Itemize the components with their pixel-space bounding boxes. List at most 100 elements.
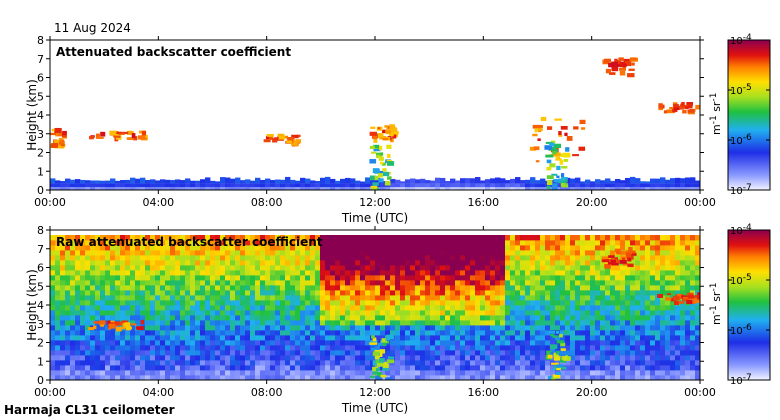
- heatmap-cell: [475, 290, 481, 296]
- heatmap-cell: [340, 183, 346, 188]
- heatmap-cell: [175, 315, 181, 321]
- heatmap-cell: [150, 360, 156, 366]
- heatmap-cell: [215, 235, 221, 241]
- heatmap-cell: [620, 290, 626, 296]
- heatmap-cell: [310, 285, 316, 291]
- heatmap-cell: [635, 250, 641, 256]
- heatmap-cell: [410, 370, 416, 376]
- heatmap-cell: [610, 345, 616, 351]
- heatmap-cell: [440, 360, 446, 366]
- heatmap-cell: [355, 360, 361, 366]
- heatmap-cell: [65, 340, 71, 346]
- heatmap-cell: [575, 320, 581, 326]
- heatmap-cell: [140, 285, 146, 291]
- feature-cloud-layer: [98, 320, 106, 325]
- heatmap-cell: [205, 375, 211, 380]
- heatmap-cell: [120, 180, 126, 184]
- feature-high-cloud: [658, 107, 664, 111]
- heatmap-cell: [275, 335, 281, 341]
- heatmap-cell: [100, 360, 106, 366]
- heatmap-cell: [65, 305, 71, 311]
- heatmap-cell: [455, 187, 461, 190]
- heatmap-cell: [405, 245, 411, 251]
- heatmap-cell: [70, 183, 76, 188]
- heatmap-cell: [530, 260, 536, 266]
- heatmap-cell: [340, 295, 346, 301]
- heatmap-cell: [85, 255, 91, 261]
- heatmap-cell: [50, 315, 56, 321]
- heatmap-cell: [50, 285, 56, 291]
- heatmap-cell: [360, 355, 366, 361]
- heatmap-cell: [655, 375, 661, 380]
- heatmap-cell: [495, 365, 501, 371]
- heatmap-cell: [265, 235, 271, 241]
- heatmap-cell: [695, 280, 700, 286]
- heatmap-cell: [405, 240, 411, 246]
- heatmap-cell: [470, 178, 476, 184]
- heatmap-cell: [50, 275, 56, 281]
- heatmap-cell: [535, 370, 541, 376]
- heatmap-cell: [175, 320, 181, 326]
- heatmap-cell: [460, 187, 466, 190]
- heatmap-cell: [610, 250, 616, 256]
- heatmap-cell: [380, 335, 386, 341]
- heatmap-cell: [120, 250, 126, 256]
- heatmap-cell: [430, 245, 436, 251]
- heatmap-cell: [235, 260, 241, 266]
- heatmap-cell: [265, 265, 271, 271]
- heatmap-cell: [235, 325, 241, 331]
- heatmap-cell: [70, 280, 76, 286]
- heatmap-cell: [175, 275, 181, 281]
- feature-cloud-layer: [126, 137, 134, 140]
- feature-cloud-layer: [95, 133, 100, 139]
- heatmap-cell: [530, 375, 536, 380]
- y-tick-label: 3: [37, 318, 44, 331]
- heatmap-cell: [385, 350, 391, 356]
- heatmap-cell: [100, 285, 106, 291]
- heatmap-cell: [200, 275, 206, 281]
- heatmap-cell: [305, 280, 311, 286]
- heatmap-cell: [60, 265, 66, 271]
- heatmap-cell: [110, 235, 116, 241]
- heatmap-cell: [495, 345, 501, 351]
- heatmap-cell: [450, 240, 456, 246]
- heatmap-cell: [675, 360, 681, 366]
- heatmap-cell: [605, 285, 611, 291]
- heatmap-cell: [415, 265, 421, 271]
- heatmap-cell: [240, 285, 246, 291]
- heatmap-cell: [400, 255, 406, 261]
- heatmap-cell: [200, 290, 206, 296]
- heatmap-cell: [430, 260, 436, 266]
- heatmap-cell: [85, 340, 91, 346]
- heatmap-cell: [205, 235, 211, 241]
- heatmap-cell: [330, 260, 336, 266]
- heatmap-cell: [180, 325, 186, 331]
- heatmap-cell: [485, 325, 491, 331]
- heatmap-cell: [580, 315, 586, 321]
- heatmap-cell: [335, 340, 341, 346]
- heatmap-cell: [505, 280, 511, 286]
- heatmap-cell: [260, 179, 266, 184]
- heatmap-cell: [165, 330, 171, 336]
- heatmap-cell: [550, 370, 556, 376]
- heatmap-cell: [330, 275, 336, 281]
- heatmap-cell: [80, 265, 86, 271]
- heatmap-cell: [285, 360, 291, 366]
- heatmap-cell: [660, 325, 666, 331]
- heatmap-cell: [640, 255, 646, 261]
- heatmap-cell: [415, 355, 421, 361]
- heatmap-cell: [380, 290, 386, 296]
- heatmap-cell: [375, 235, 381, 241]
- heatmap-cell: [380, 235, 386, 241]
- heatmap-cell: [315, 265, 321, 271]
- heatmap-cell: [460, 290, 466, 296]
- heatmap-cell: [515, 245, 521, 251]
- heatmap-cell: [650, 245, 656, 251]
- heatmap-cell: [630, 270, 636, 276]
- heatmap-cell: [215, 250, 221, 256]
- heatmap-cell: [155, 295, 161, 301]
- heatmap-cell: [185, 290, 191, 296]
- heatmap-cell: [320, 295, 326, 301]
- heatmap-cell: [600, 290, 606, 296]
- heatmap-cell: [170, 330, 176, 336]
